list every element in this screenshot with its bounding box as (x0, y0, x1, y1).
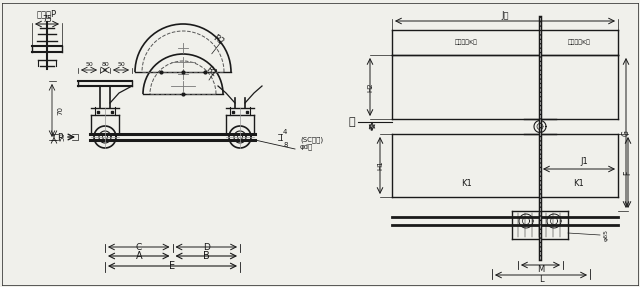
Text: P: P (58, 133, 63, 141)
Text: 8: 8 (283, 142, 287, 148)
Text: H2: H2 (367, 82, 373, 92)
Text: φ65: φ65 (604, 229, 609, 241)
Text: R1: R1 (204, 65, 218, 79)
Text: K1: K1 (573, 179, 584, 187)
Text: J２: J２ (501, 11, 509, 20)
Text: R2: R2 (211, 33, 225, 47)
Text: 80: 80 (101, 63, 109, 67)
Text: K1: K1 (461, 179, 472, 187)
Text: 矢視　P: 矢視 P (37, 9, 57, 18)
Text: L: L (539, 276, 543, 284)
Text: B: B (203, 251, 210, 261)
Text: J1: J1 (580, 158, 588, 166)
Text: E: E (170, 261, 175, 271)
Text: 50: 50 (85, 63, 93, 67)
Text: φd穴: φd穴 (300, 144, 313, 150)
Text: 75: 75 (42, 15, 52, 24)
Text: C: C (136, 243, 142, 251)
Text: 70: 70 (57, 106, 63, 115)
Text: H1: H1 (377, 161, 383, 170)
Text: 有効寸法K２: 有効寸法K２ (454, 40, 477, 45)
Text: G: G (621, 130, 630, 136)
Text: A: A (136, 251, 142, 261)
Text: 50: 50 (117, 63, 125, 67)
Text: D: D (203, 243, 210, 251)
Text: M: M (537, 265, 544, 274)
Text: 4: 4 (283, 129, 287, 135)
Text: (SC－　): (SC－ ) (300, 137, 323, 143)
Text: 有効寸法K２: 有効寸法K２ (568, 40, 591, 45)
Text: 50: 50 (59, 133, 65, 141)
Text: 40: 40 (369, 123, 374, 130)
Text: F: F (623, 170, 632, 175)
Text: －: － (348, 117, 355, 127)
